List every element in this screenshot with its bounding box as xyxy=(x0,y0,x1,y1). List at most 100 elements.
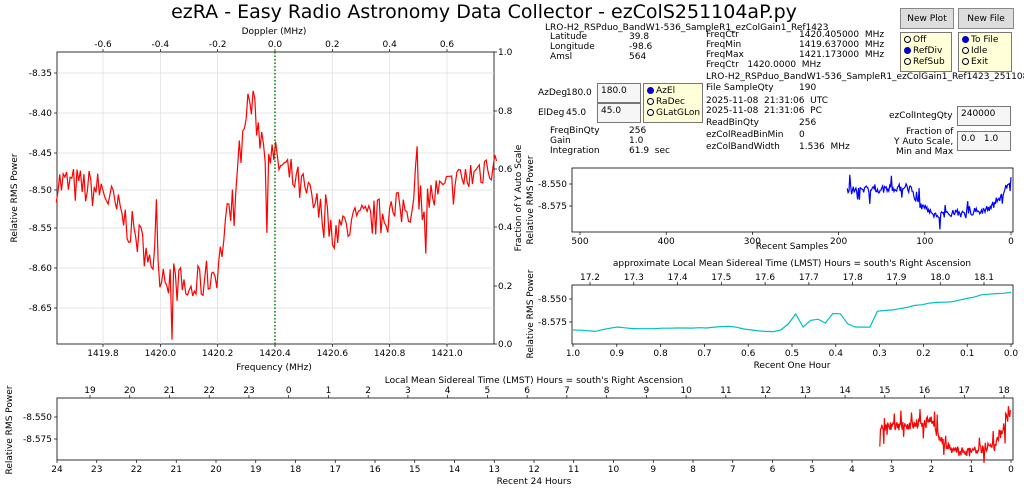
info-pc: 2025-11-08 21:31:06 PC xyxy=(706,106,822,116)
right-tick-label: 1.0 xyxy=(498,48,513,58)
top-tick-label: 11 xyxy=(720,386,731,396)
radio-label: Exit xyxy=(971,57,989,67)
right-tick-label: 0.0 xyxy=(498,340,513,350)
info-freqctr-label: FreqCtr xyxy=(706,30,739,40)
left-tick-label: -8.50 xyxy=(29,186,53,196)
info-gain-label: Gain xyxy=(550,136,571,146)
reference-option-refdiv[interactable]: RefDiv xyxy=(904,46,948,57)
hour-title: approximate Local Mean Sidereal Time (LM… xyxy=(613,259,971,269)
info-fraction-label2: Y Auto Scale, xyxy=(894,137,954,147)
spectrum-ylabel: Relative RMS Power xyxy=(10,153,20,242)
left-tick-label: -8.35 xyxy=(29,69,52,79)
left-tick-label: -8.575 xyxy=(538,318,567,328)
bottom-tick-label: 23 xyxy=(91,465,102,475)
coord-option-azel[interactable]: AzEl xyxy=(647,86,699,97)
top-tick-label: 17.4 xyxy=(668,273,688,283)
top-tick-label: 0.6 xyxy=(440,40,455,50)
right-tick-label: 0.2 xyxy=(498,282,512,292)
bottom-tick-label: 1.0 xyxy=(566,349,581,359)
info-freqctr: 1420.405000 MHz xyxy=(799,30,885,40)
info-azdeg-label: AzDeg xyxy=(538,88,568,98)
top-tick-label: 0.2 xyxy=(325,40,339,50)
radio-dot-icon xyxy=(647,98,654,105)
bottom-tick-label: 20 xyxy=(210,465,222,475)
bottom-tick-label: 0.1 xyxy=(960,349,974,359)
top-tick-label: 22 xyxy=(203,386,214,396)
coordinate-radio-group: AzEl RaDec GLatGLon xyxy=(643,83,703,123)
integ-qty-input[interactable]: 240000 xyxy=(957,106,1011,126)
bottom-tick-label: 0.0 xyxy=(1004,349,1019,359)
top-tick-label: 0 xyxy=(286,386,292,396)
top-tick-label: 13 xyxy=(800,386,811,396)
radio-label: Idle xyxy=(971,46,988,56)
bottom-tick-label: 10 xyxy=(608,465,620,475)
radio-dot-icon xyxy=(904,36,911,43)
reference-option-refsub[interactable]: RefSub xyxy=(904,57,948,68)
bottom-tick-label: 24 xyxy=(51,465,63,475)
bottom-tick-label: 13 xyxy=(489,465,500,475)
top-tick-label: 0.0 xyxy=(268,40,283,50)
bottom-tick-label: 7 xyxy=(730,465,736,475)
top-tick-label: 20 xyxy=(124,386,136,396)
file-option-exit[interactable]: Exit xyxy=(962,57,1008,68)
file-option-to file[interactable]: To File xyxy=(962,35,1008,46)
top-tick-label: 10 xyxy=(680,386,692,396)
day-ylabel: Relative RMS Power xyxy=(5,385,15,474)
fraction-input[interactable]: 0.0 1.0 xyxy=(957,131,1011,151)
info-bandwidth: 1.536 MHz xyxy=(799,142,850,152)
radio-dot-icon xyxy=(962,47,969,54)
bottom-tick-label: 300 xyxy=(744,237,761,247)
top-tick-label: 9 xyxy=(643,386,649,396)
reference-option-off[interactable]: Off xyxy=(904,35,948,46)
samples-plot: Recent Samples Relative RMS Power 500 400… xyxy=(526,155,1014,252)
bottom-tick-label: 16 xyxy=(369,465,381,475)
radio-label: Off xyxy=(913,35,927,45)
radio-label: GLatGLon xyxy=(656,108,701,118)
top-tick-label: 2 xyxy=(365,386,371,396)
elevation-input[interactable]: 45.0 xyxy=(597,103,641,123)
bottom-tick-label: 0.3 xyxy=(872,349,886,359)
top-tick-label: 15 xyxy=(879,386,890,396)
coord-option-glatglon[interactable]: GLatGLon xyxy=(647,108,701,119)
right-tick-label: 0.6 xyxy=(498,165,513,175)
top-tick-label: 17.9 xyxy=(886,273,906,283)
info-utc: 2025-11-08 21:31:06 UTC xyxy=(706,96,829,106)
info-gain: 1.0 xyxy=(629,136,644,146)
coord-option-radec[interactable]: RaDec xyxy=(647,97,699,108)
hour-line xyxy=(572,291,1012,333)
radio-label: RefDiv xyxy=(913,46,943,56)
bottom-tick-label: 18 xyxy=(290,465,302,475)
bottom-tick-label: 9 xyxy=(650,465,656,475)
azimuth-input[interactable]: 180.0 xyxy=(597,83,641,103)
info-longitude-label: Longitude xyxy=(550,42,595,52)
new-plot-button[interactable]: New Plot xyxy=(900,8,954,29)
info-readbin: 256 xyxy=(799,118,817,128)
top-tick-label: 6 xyxy=(524,386,530,396)
left-tick-label: -8.575 xyxy=(538,202,567,212)
bottom-tick-label: 1420.4 xyxy=(259,349,291,359)
top-tick-label: 16 xyxy=(919,386,931,396)
bottom-tick-label: 5 xyxy=(809,465,815,475)
file-radio-group: To File Idle Exit xyxy=(958,32,1012,72)
radio-label: AzEl xyxy=(656,86,676,96)
bottom-tick-label: 1421.0 xyxy=(431,349,463,359)
samples-frame xyxy=(571,167,1014,233)
bottom-tick-label: 0.5 xyxy=(785,349,799,359)
file-option-idle[interactable]: Idle xyxy=(962,46,1008,57)
info-readbinmin-label: ezColReadBinMin xyxy=(706,130,784,140)
top-tick-label: 23 xyxy=(243,386,254,396)
bottom-tick-label: 11 xyxy=(568,465,579,475)
bottom-tick-label: 0.6 xyxy=(741,349,756,359)
bottom-tick-label: 1420.6 xyxy=(317,349,349,359)
new-file-button[interactable]: New File xyxy=(958,8,1014,29)
top-tick-label: 17.2 xyxy=(580,273,600,283)
info-filename-overlap: LRO-H2_RSPduo_BandW1-536_SampleR1_ezColG… xyxy=(545,23,829,33)
info-eldeg: 45.0 xyxy=(566,108,587,118)
bottom-tick-label: 21 xyxy=(171,465,182,475)
bottom-tick-label: 1420.2 xyxy=(202,349,234,359)
top-tick-label: 19 xyxy=(84,386,96,396)
top-tick-label: 1 xyxy=(326,386,332,396)
bottom-tick-label: 19 xyxy=(250,465,262,475)
radio-dot-icon xyxy=(647,87,654,94)
